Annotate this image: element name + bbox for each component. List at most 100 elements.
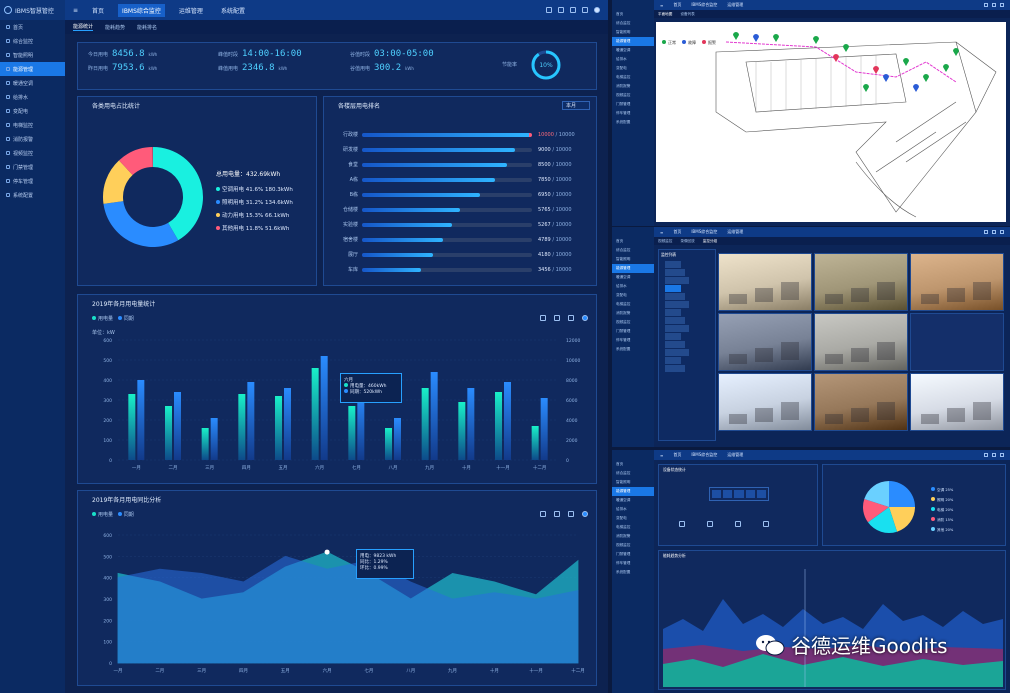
sidebar-item[interactable]: 门禁管理: [0, 160, 65, 174]
zoom-icon[interactable]: [540, 315, 546, 321]
sidebar-item[interactable]: 电梯监控: [616, 75, 631, 79]
pie-slice[interactable]: [864, 481, 889, 507]
camera-tree-item[interactable]: [665, 301, 689, 308]
sidebar-item[interactable]: 能源管理: [612, 37, 654, 46]
sidebar-item[interactable]: 智能照明: [616, 257, 631, 261]
bar[interactable]: [531, 426, 539, 460]
bar[interactable]: [394, 418, 401, 460]
sidebar-item[interactable]: 停车管理: [0, 174, 65, 188]
bar[interactable]: [495, 392, 502, 460]
pie-slice[interactable]: [119, 147, 153, 176]
settings-icon[interactable]: [582, 7, 588, 13]
device-pin[interactable]: [943, 64, 949, 72]
camera-view[interactable]: [718, 313, 812, 371]
sidebar-item[interactable]: 首页: [616, 12, 624, 16]
device-pin[interactable]: [873, 66, 879, 74]
sidebar-item[interactable]: 视频监控: [0, 146, 65, 160]
sidebar-item[interactable]: 综合监控: [616, 248, 631, 252]
bar[interactable]: [201, 428, 209, 460]
camera-view[interactable]: [814, 313, 908, 371]
sidebar-item[interactable]: 视频监控: [616, 93, 631, 97]
sidebar-item[interactable]: 变配电: [616, 516, 627, 520]
sidebar-item[interactable]: 首页: [616, 462, 624, 466]
bar[interactable]: [247, 382, 255, 460]
camera-tree-item[interactable]: [665, 317, 685, 324]
device-pin[interactable]: [923, 74, 929, 82]
sidebar-item[interactable]: 视频监控: [616, 320, 631, 324]
sidebar-item[interactable]: 暖通空调: [616, 275, 631, 279]
bar[interactable]: [504, 382, 511, 460]
restore-icon[interactable]: [554, 511, 560, 517]
pie-legend-item[interactable]: 其他用电 11.8% 51.6kWh: [216, 224, 293, 232]
sidebar-item[interactable]: 消防报警: [0, 132, 65, 146]
sidebar-item[interactable]: 综合监控: [616, 21, 631, 25]
bar[interactable]: [275, 396, 282, 460]
sidebar-item[interactable]: 视频监控: [616, 543, 631, 547]
sidebar-item[interactable]: 系统配置: [616, 570, 631, 574]
sidebar-item[interactable]: 给排水: [616, 507, 627, 511]
floor-plan[interactable]: 正常 故障 报警: [656, 22, 1006, 222]
device-pin[interactable]: [953, 48, 959, 56]
data-view-icon[interactable]: [568, 315, 574, 321]
sidebar-item[interactable]: 系统配置: [616, 347, 631, 351]
sidebar-item[interactable]: 综合监控: [616, 471, 631, 475]
download-icon[interactable]: [582, 315, 588, 321]
bar[interactable]: [128, 394, 136, 460]
sidebar-item[interactable]: 消防报警: [616, 84, 631, 88]
nav-tab-monitor[interactable]: IBMS综合监控: [118, 3, 165, 17]
tab-playback[interactable]: 录像回放: [680, 238, 695, 243]
legend-area-1[interactable]: 用电量: [98, 512, 114, 518]
pie-slice[interactable]: [103, 160, 133, 204]
camera-view-empty[interactable]: [910, 313, 1004, 371]
sidebar-item[interactable]: 停车管理: [616, 561, 631, 565]
legend-area-2[interactable]: 同期: [123, 512, 134, 518]
data-view-icon[interactable]: [568, 511, 574, 517]
bar[interactable]: [458, 402, 466, 460]
sidebar-item[interactable]: 电梯监控: [616, 302, 631, 306]
sidebar-item[interactable]: 智能照明: [616, 480, 631, 484]
sidebar-item[interactable]: 给排水: [0, 90, 65, 104]
camera-tree-item[interactable]: [665, 325, 689, 332]
camera-view[interactable]: [814, 253, 908, 311]
legend-series-1[interactable]: 用电量: [98, 316, 114, 322]
period-select[interactable]: 本月: [562, 101, 590, 110]
bar[interactable]: [430, 372, 438, 460]
pie-slice[interactable]: [889, 481, 915, 507]
sidebar-item[interactable]: 能源管理: [612, 487, 654, 496]
lock-icon[interactable]: [558, 7, 564, 13]
camera-tree-item[interactable]: [665, 285, 681, 292]
sidebar-item[interactable]: 能源管理: [612, 264, 654, 273]
sidebar-item[interactable]: 停车管理: [616, 338, 631, 342]
tab-device-list[interactable]: 设备列表: [680, 11, 695, 16]
bar[interactable]: [385, 428, 392, 460]
download-icon[interactable]: [582, 511, 588, 517]
sidebar-item[interactable]: 智能照明: [616, 30, 631, 34]
bell-icon[interactable]: [570, 7, 576, 13]
bar[interactable]: [467, 388, 475, 460]
sidebar-item[interactable]: 暖通空调: [616, 498, 631, 502]
bar[interactable]: [210, 418, 218, 460]
subtab-stats[interactable]: 能源统计: [73, 24, 94, 31]
pie-slice[interactable]: [889, 507, 915, 532]
camera-tree-item[interactable]: [665, 309, 681, 316]
sidebar-item[interactable]: 消防报警: [616, 534, 631, 538]
device-pin[interactable]: [863, 84, 869, 92]
sidebar-item[interactable]: 门禁管理: [616, 329, 631, 333]
tab-live[interactable]: 视频监控: [658, 238, 673, 243]
sidebar-item[interactable]: 停车管理: [616, 111, 631, 115]
sidebar-item[interactable]: 门禁管理: [616, 102, 631, 106]
camera-tree-item[interactable]: [665, 333, 681, 340]
camera-view[interactable]: [718, 373, 812, 431]
bar[interactable]: [348, 406, 356, 460]
sidebar-item[interactable]: 系统配置: [0, 188, 65, 202]
sidebar-item[interactable]: 变配电: [0, 104, 65, 118]
camera-tree-item[interactable]: [665, 341, 685, 348]
subtab-trend[interactable]: 能耗趋势: [105, 24, 126, 31]
camera-view[interactable]: [910, 253, 1004, 311]
device-pin[interactable]: [833, 54, 839, 62]
bar[interactable]: [421, 388, 429, 460]
area-series[interactable]: [117, 555, 579, 664]
restore-icon[interactable]: [554, 315, 560, 321]
nav-tab-home[interactable]: 首页: [92, 7, 105, 15]
device-pin[interactable]: [813, 36, 819, 44]
